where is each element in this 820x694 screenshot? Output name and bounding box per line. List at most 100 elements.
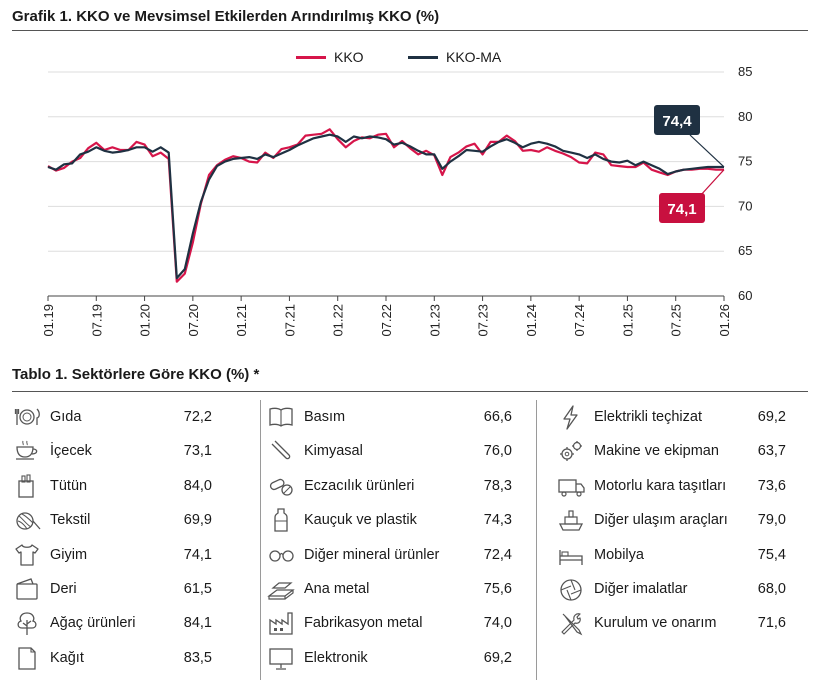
monitor-icon [266, 645, 296, 671]
y-tick-label: 70 [738, 198, 752, 213]
x-tick-label: 07.21 [282, 304, 297, 337]
x-tick-label: 01.23 [427, 304, 442, 337]
sector-name: Elektronik [304, 649, 368, 666]
sector-value: 84,1 [183, 615, 212, 632]
sector-name: Gıda [50, 409, 82, 425]
sector-row: Giyim 74,1 [12, 538, 262, 572]
sector-row: Kurulum ve onarım 71,6 [556, 606, 808, 640]
sector-value: 73,6 [757, 477, 786, 494]
line-chart: 60 65 70 75 80 85 01.19 07.19 01.20 07.20 01.21 07.… [41, 64, 752, 337]
x-tick-label: 01.24 [524, 304, 539, 337]
tools-icon [556, 610, 586, 636]
book-icon [266, 404, 296, 430]
sector-value: 78,3 [483, 477, 512, 494]
x-tick-label: 07.19 [89, 304, 104, 337]
chart-title-rule [12, 30, 808, 31]
chart-title: Grafik 1. KKO ve Mevsimsel Etkilerden Ar… [12, 8, 440, 25]
sector-name: Kauçuk ve plastik [304, 512, 417, 529]
sector-name: Deri [50, 581, 77, 597]
y-tick-label: 75 [738, 154, 752, 169]
sector-row: Eczacılık ürünleri 78,3 [266, 469, 536, 503]
sector-value: 72,2 [183, 409, 212, 425]
y-tick-label: 60 [738, 288, 752, 303]
x-tick-label: 01.19 [41, 304, 56, 337]
sector-name: Eczacılık ürünleri [304, 477, 415, 494]
sector-row: Fabrikasyon metal 74,0 [266, 606, 536, 640]
x-tick-label: 01.25 [620, 304, 635, 337]
aperture-icon [556, 576, 586, 602]
sector-row: Motorlu kara taşıtları 73,6 [556, 469, 808, 503]
sector-value: 73,1 [183, 443, 212, 460]
sector-value: 74,1 [183, 546, 212, 563]
teacup-icon [12, 438, 42, 464]
sector-row: Kimyasal 76,0 [266, 434, 536, 468]
table-title-rule [12, 391, 808, 392]
sector-value: 69,9 [183, 512, 212, 529]
legend-kko-ma: KKO-MA [408, 48, 501, 66]
sector-value: 75,6 [483, 581, 512, 597]
callout-label-kko-ma: 74,4 [662, 113, 692, 130]
x-tick-label: 01.20 [138, 304, 153, 337]
paper-icon [12, 645, 42, 671]
glasses-icon [266, 542, 296, 568]
sector-row: Ağaç ürünleri 84,1 [12, 606, 262, 640]
sector-name: İçecek [50, 443, 92, 460]
sector-row: Gıda 72,2 [12, 400, 262, 434]
callout-label-kko: 74,1 [667, 201, 696, 218]
sector-value: 75,4 [757, 546, 786, 563]
sector-value: 66,6 [483, 409, 512, 425]
x-tick-label: 07.22 [379, 304, 394, 337]
sector-row: Deri 61,5 [12, 572, 262, 606]
sector-value: 79,0 [757, 512, 786, 529]
sector-row: Mobilya 75,4 [556, 538, 808, 572]
sector-value: 71,6 [757, 615, 786, 632]
sector-name: Diğer ulaşım araçları [594, 512, 728, 529]
lightning-icon [556, 404, 586, 430]
sector-row: Tütün 84,0 [12, 469, 262, 503]
truck-icon [556, 473, 586, 499]
sector-row: Diğer ulaşım araçları 79,0 [556, 503, 808, 537]
bed-icon [556, 542, 586, 568]
x-tick-label: 07.25 [669, 304, 684, 337]
callout-leader-kko-ma [689, 134, 725, 168]
gears-icon [556, 438, 586, 464]
sector-name: Giyim [50, 546, 88, 563]
sector-name: Mobilya [594, 546, 644, 563]
callout-leader-kko [699, 169, 725, 197]
series-line-kko-ma [47, 133, 724, 280]
legend-kko: KKO [296, 48, 364, 66]
sector-name: Tütün [50, 477, 88, 494]
x-tick-label: 01.21 [234, 304, 249, 337]
callout-box-kko-ma [654, 105, 700, 135]
sector-name: Motorlu kara taşıtları [594, 477, 727, 494]
sector-value: 76,0 [483, 443, 512, 460]
column-divider [536, 400, 537, 680]
y-tick-label: 80 [738, 109, 752, 124]
tree-icon [12, 610, 42, 636]
sector-value: 61,5 [183, 581, 212, 597]
legend-kko-ma-swatch [408, 55, 438, 59]
x-tick-label: 07.23 [476, 304, 491, 337]
x-tick-label: 07.24 [572, 304, 587, 337]
sector-name: Makine ve ekipman [594, 443, 719, 460]
y-tick-label: 85 [738, 64, 752, 79]
test-tube-icon [266, 438, 296, 464]
sector-row: Kauçuk ve plastik 74,3 [266, 503, 536, 537]
sector-name: Basım [304, 409, 346, 425]
sector-name: Diğer imalatlar [594, 581, 688, 597]
x-tick-label: 01.22 [331, 304, 346, 337]
column-divider [260, 400, 261, 680]
sector-value: 74,0 [483, 615, 512, 632]
sector-value: 68,0 [757, 581, 786, 597]
legend-kko-swatch [296, 55, 326, 59]
sector-name: Elektrikli teçhizat [594, 409, 702, 425]
sector-row: Elektronik 69,2 [266, 641, 536, 675]
sector-row: İçecek 73,1 [12, 434, 262, 468]
sector-value: 84,0 [183, 477, 212, 494]
factory-icon [266, 610, 296, 636]
sector-column-2: Basım 66,6 Kimyasal 76,0 Eczacılık ürünleri 7… [266, 400, 536, 680]
sector-row: Tekstil 69,9 [12, 503, 262, 537]
sector-row: Elektrikli teçhizat 69,2 [556, 400, 808, 434]
pills-icon [266, 473, 296, 499]
sector-row: Diğer imalatlar 68,0 [556, 572, 808, 606]
